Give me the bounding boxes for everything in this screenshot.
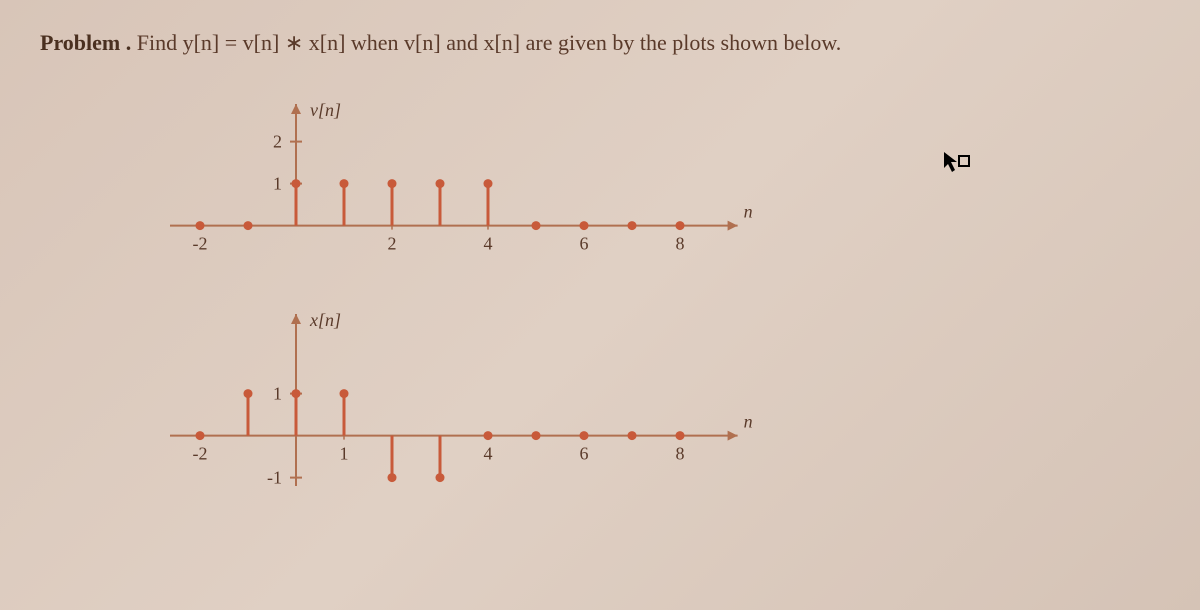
plot-x: 1 -1 -2 1 4 6 8 n x[n] — [170, 306, 870, 486]
svg-text:n: n — [744, 202, 753, 222]
svg-text:4: 4 — [484, 234, 493, 254]
svg-text:1: 1 — [340, 444, 349, 464]
svg-text:1: 1 — [273, 384, 282, 404]
problem-text-prefix: Find y[n] = v[n] — [137, 30, 285, 55]
svg-text:8: 8 — [676, 234, 685, 254]
svg-text:v[n]: v[n] — [310, 100, 341, 120]
svg-text:x[n]: x[n] — [309, 310, 341, 330]
svg-text:6: 6 — [580, 234, 589, 254]
svg-text:n: n — [744, 412, 753, 432]
svg-text:4: 4 — [484, 444, 493, 464]
svg-text:2: 2 — [388, 234, 397, 254]
plots-area: 1 2 -2 2 4 6 8 n v[n] 1 -1 -2 1 4 6 8 n x[n] — [170, 96, 1160, 486]
svg-text:-1: -1 — [267, 468, 282, 486]
svg-text:-2: -2 — [193, 234, 208, 254]
problem-text-suffix: x[n] when v[n] and x[n] are given by the… — [303, 30, 841, 55]
problem-label: Problem . — [40, 30, 131, 55]
svg-text:1: 1 — [273, 174, 282, 194]
problem-statement: Problem . Find y[n] = v[n] ∗ x[n] when v… — [40, 30, 1160, 56]
svg-text:8: 8 — [676, 444, 685, 464]
svg-text:2: 2 — [273, 132, 282, 152]
plot-x-svg: 1 -1 -2 1 4 6 8 n x[n] — [170, 306, 870, 486]
plot-v-svg: 1 2 -2 2 4 6 8 n v[n] — [170, 96, 870, 276]
conv-op: ∗ — [285, 30, 303, 55]
page: Problem . Find y[n] = v[n] ∗ x[n] when v… — [0, 0, 1200, 610]
svg-text:-2: -2 — [193, 444, 208, 464]
svg-text:6: 6 — [580, 444, 589, 464]
plot-v: 1 2 -2 2 4 6 8 n v[n] — [170, 96, 870, 276]
